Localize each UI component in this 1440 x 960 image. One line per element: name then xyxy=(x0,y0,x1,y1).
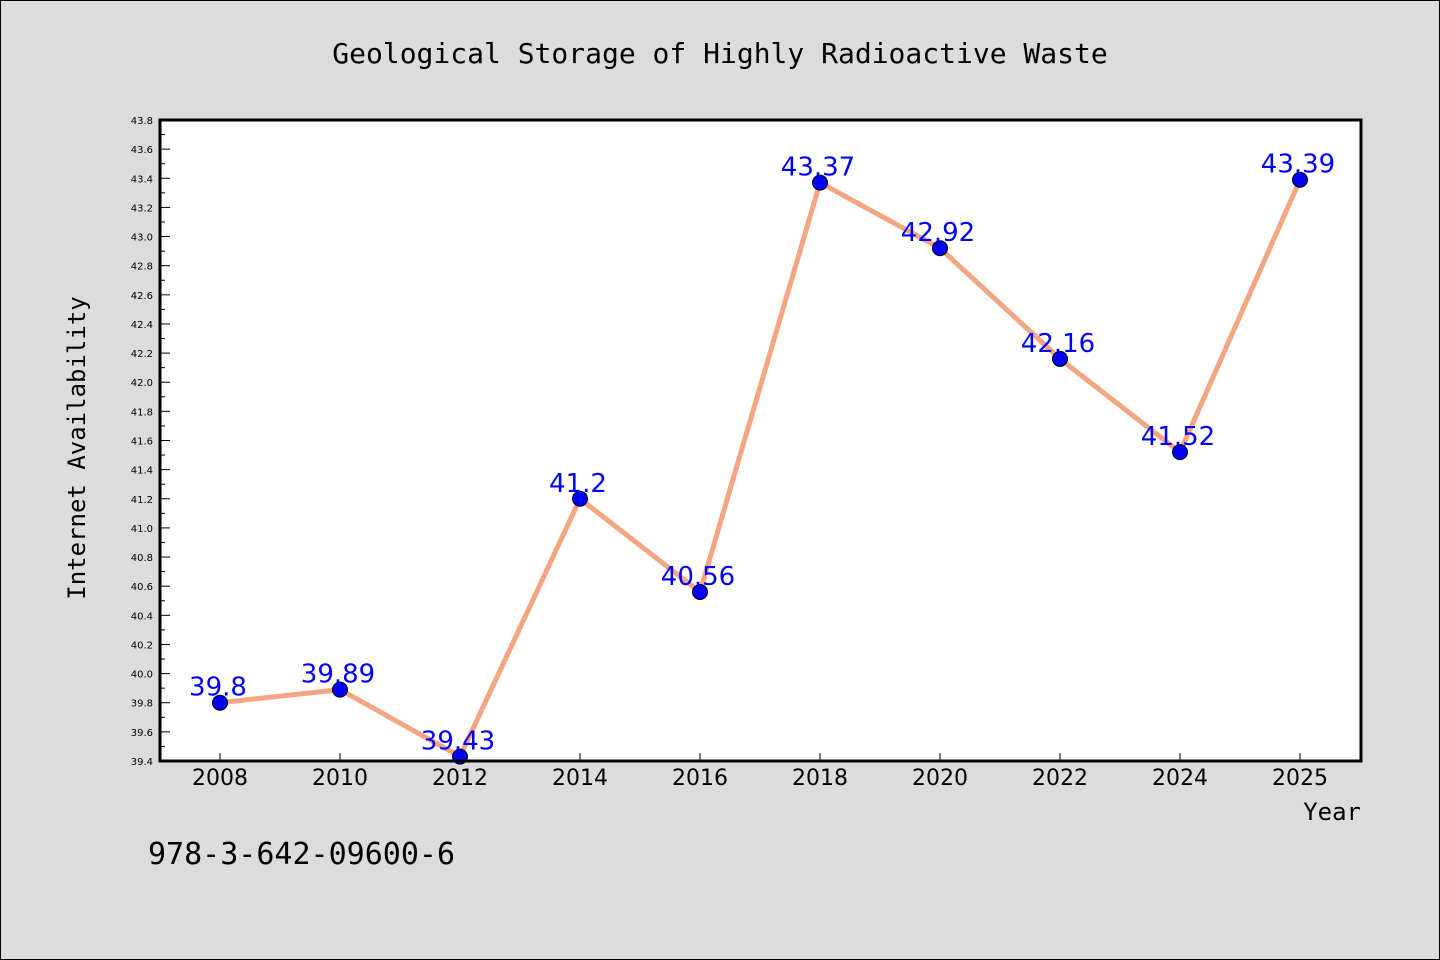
y-tick-label: 39.8 xyxy=(131,699,153,710)
x-tick-label: 2025 xyxy=(1272,766,1328,791)
x-axis-title: Year xyxy=(1303,798,1361,826)
y-tick-label: 42.8 xyxy=(131,262,153,273)
y-tick-label: 41.0 xyxy=(131,524,153,535)
y-tick-label: 43.4 xyxy=(131,174,153,185)
x-tick-label: 2024 xyxy=(1152,766,1208,791)
data-point-marker xyxy=(812,174,828,191)
y-tick-label: 40.6 xyxy=(131,582,153,593)
plot-frame xyxy=(158,118,1363,763)
data-label: 39.89 xyxy=(301,660,375,690)
x-tick-label: 2008 xyxy=(192,766,248,791)
y-tick-label: 43.6 xyxy=(131,145,153,156)
y-tick-label: 40.8 xyxy=(131,553,153,564)
data-label: 41.2 xyxy=(549,469,607,499)
y-tick-label: 40.4 xyxy=(131,611,153,622)
y-tick-label: 41.2 xyxy=(131,495,153,506)
data-label: 39.43 xyxy=(421,727,495,757)
data-point-marker xyxy=(212,694,228,711)
y-tick-label: 41.4 xyxy=(131,466,153,477)
x-tick-label: 2016 xyxy=(672,766,728,791)
data-label: 40.56 xyxy=(661,562,735,592)
y-axis-ticks: 39.4 39.6 39.8 40.0 40.2 40.4 40.6 40.8 41.0 41.2… xyxy=(131,116,170,768)
chart-title: Geological Storage of Highly Radioactive… xyxy=(332,37,1107,70)
data-point-marker xyxy=(332,681,348,698)
data-point-marker xyxy=(1172,444,1188,461)
y-tick-label: 41.8 xyxy=(131,407,153,418)
x-tick-label: 2014 xyxy=(552,766,608,791)
y-axis-title: Internet Availability xyxy=(63,296,91,599)
isbn-text: 978-3-642-09600-6 xyxy=(148,837,455,872)
data-point-marker xyxy=(692,584,708,601)
data-markers xyxy=(212,171,1308,765)
y-tick-label: 40.0 xyxy=(131,670,153,681)
data-point-marker xyxy=(1292,171,1308,188)
x-tick-label: 2018 xyxy=(792,766,848,791)
data-label: 43.37 xyxy=(781,153,855,183)
data-label: 43.39 xyxy=(1261,150,1335,180)
series-line xyxy=(217,177,1303,760)
y-tick-label: 41.6 xyxy=(131,437,153,448)
data-point-marker xyxy=(1052,350,1068,367)
y-tick-label: 39.4 xyxy=(131,757,153,768)
y-tick-label: 43.2 xyxy=(131,203,153,214)
plot-area xyxy=(160,120,1361,761)
data-labels: 39.8 39.89 39.43 41.2 40.56 43.37 42.92 42.16 41… xyxy=(189,150,1335,757)
y-tick-label: 43.8 xyxy=(131,116,153,127)
data-point-marker xyxy=(572,490,588,507)
y-tick-label: 42.4 xyxy=(131,320,153,331)
data-label: 42.16 xyxy=(1021,329,1095,359)
data-label: 39.8 xyxy=(189,673,247,703)
data-label: 42.92 xyxy=(901,218,975,248)
x-tick-label: 2022 xyxy=(1032,766,1088,791)
x-axis-ticks: 2008 2010 2012 2014 2016 2018 2020 2022 2024 2025 xyxy=(192,753,1328,791)
y-tick-label: 42.6 xyxy=(131,291,153,302)
y-tick-label: 43.0 xyxy=(131,233,153,244)
y-tick-label: 42.0 xyxy=(131,378,153,389)
data-label: 41.52 xyxy=(1141,422,1215,452)
y-tick-label: 39.6 xyxy=(131,728,153,739)
x-tick-label: 2020 xyxy=(912,766,968,791)
x-tick-label: 2010 xyxy=(312,766,368,791)
x-tick-label: 2012 xyxy=(432,766,488,791)
y-tick-label: 42.2 xyxy=(131,349,153,360)
data-point-marker xyxy=(932,240,948,257)
y-tick-label: 40.2 xyxy=(131,640,153,651)
